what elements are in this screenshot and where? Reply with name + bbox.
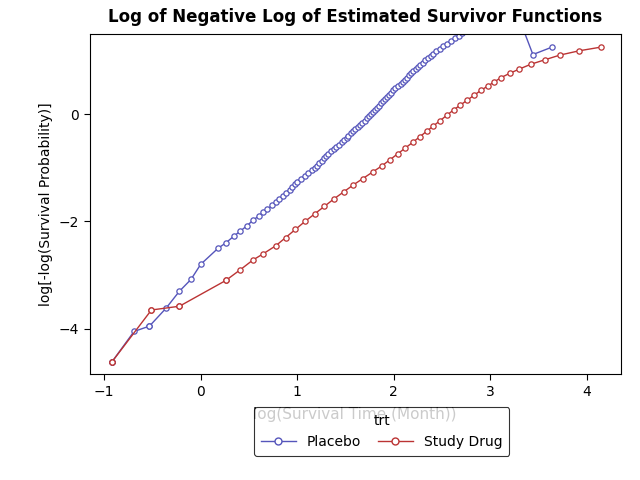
Y-axis label: log[-log(Survival Probability)]: log[-log(Survival Probability)] (39, 102, 53, 306)
Title: Log of Negative Log of Estimated Survivor Functions: Log of Negative Log of Estimated Survivo… (108, 9, 602, 26)
Legend: Placebo, Study Drug: Placebo, Study Drug (254, 407, 509, 456)
X-axis label: log(Survival Time (Month)): log(Survival Time (Month)) (253, 407, 457, 422)
